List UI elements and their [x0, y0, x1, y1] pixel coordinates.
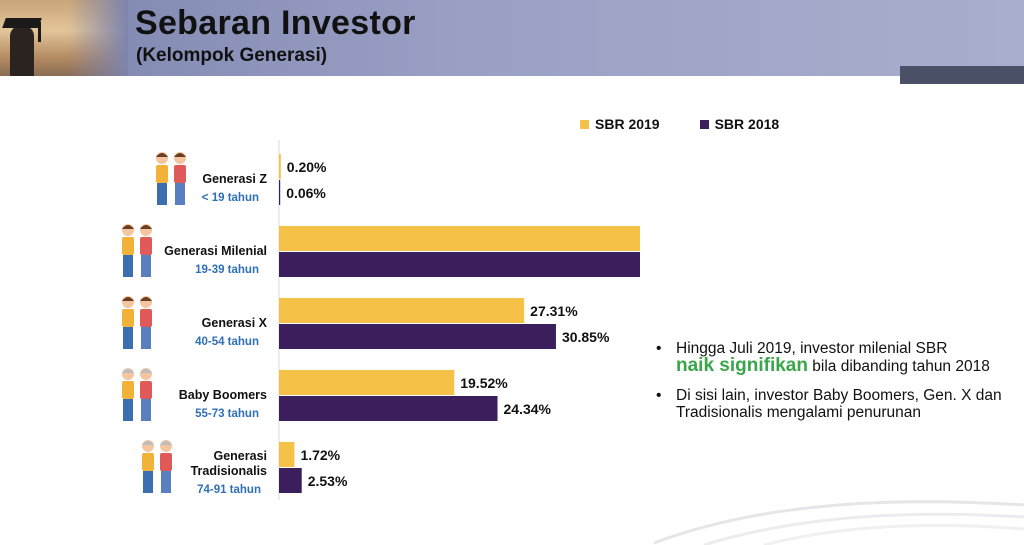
page-subtitle: (Kelompok Generasi) — [136, 45, 328, 66]
bar-value-label: 24.34% — [504, 401, 552, 417]
generation-people-icon — [122, 296, 152, 349]
legend-swatch-sbr2018 — [699, 119, 709, 129]
tassel-shape — [38, 22, 41, 42]
bar-sbr2019 — [279, 442, 295, 467]
category-age-range: 74-91 tahun — [197, 484, 261, 496]
category-name: Generasi Z — [202, 172, 267, 186]
bar-sbr2018 — [279, 180, 281, 205]
legend-label-sbr2018: SBR 2018 — [714, 116, 780, 132]
bar-value-label: 27.31% — [530, 303, 578, 319]
category-name: Generasi — [213, 449, 267, 463]
chart-legend: SBR 2019 SBR 2018 — [580, 116, 779, 132]
category-age-range: 55-73 tahun — [195, 408, 259, 420]
bar-sbr2019 — [279, 298, 525, 323]
note1-highlight: naik signifikan — [676, 355, 808, 376]
note-item-2: • Di sisi lain, investor Baby Boomers, G… — [656, 387, 1008, 421]
photo-fade — [68, 0, 128, 76]
graduate-photo — [0, 0, 128, 76]
category-name: Generasi X — [202, 316, 268, 330]
note-text-1: Hingga Juli 2019, investor milenial SBR … — [676, 340, 990, 375]
bar-sbr2018 — [279, 252, 640, 277]
legend-item-sbr2018: SBR 2018 — [699, 116, 780, 132]
legend-swatch-sbr2019 — [580, 119, 589, 129]
legend-label-sbr2019: SBR 2019 — [595, 116, 660, 132]
header-banner: Sebaran Investor (Kelompok Generasi) — [0, 0, 1024, 76]
bar-sbr2019 — [279, 154, 281, 179]
category-age-range: 19-39 tahun — [195, 264, 259, 276]
bar-sbr2018 — [279, 468, 302, 493]
graduate-head-shape — [10, 26, 34, 76]
note1-prefix: Hingga Juli 2019, investor milenial SBR — [676, 340, 948, 357]
decorative-waves — [653, 500, 1024, 545]
bar-sbr2018 — [279, 324, 556, 349]
category-name: Baby Boomers — [179, 388, 267, 402]
category-age-range: 40-54 tahun — [195, 336, 259, 348]
page-title: Sebaran Investor — [135, 4, 416, 42]
note1-suffix: bila dibanding tahun 2018 — [812, 358, 990, 375]
header-accent-tab — [900, 66, 1024, 84]
bar-chart: Generasi Z < 19 tahun 0.20% 0.06% Generasi M… — [122, 140, 640, 500]
bullet-icon: • — [656, 340, 662, 357]
note-item-1: • Hingga Juli 2019, investor milenial SB… — [656, 340, 1008, 375]
bullet-icon: • — [656, 387, 662, 404]
category-name: Tradisionalis — [191, 464, 267, 478]
generation-people-icon — [122, 368, 152, 421]
notes-panel: • Hingga Juli 2019, investor milenial SB… — [656, 340, 1008, 433]
bar-sbr2019 — [279, 226, 640, 251]
graduation-cap-icon — [2, 18, 42, 28]
generation-people-icon — [142, 440, 172, 493]
bar-value-label: 1.72% — [300, 447, 340, 463]
legend-item-sbr2019: SBR 2019 — [580, 116, 660, 132]
category-age-range: < 19 tahun — [202, 192, 259, 204]
bar-value-label: 30.85% — [562, 329, 610, 345]
bar-value-label: 0.06% — [286, 185, 326, 201]
bar-value-label: 2.53% — [308, 473, 348, 489]
bar-sbr2019 — [279, 370, 455, 395]
generation-people-icon — [122, 224, 152, 277]
bar-value-label: 19.52% — [460, 375, 508, 391]
generation-people-icon — [156, 152, 186, 205]
bar-value-label: 0.20% — [287, 159, 327, 175]
category-name: Generasi Milenial — [164, 244, 267, 258]
note-text-2: Di sisi lain, investor Baby Boomers, Gen… — [676, 387, 1002, 421]
bar-sbr2018 — [279, 396, 498, 421]
